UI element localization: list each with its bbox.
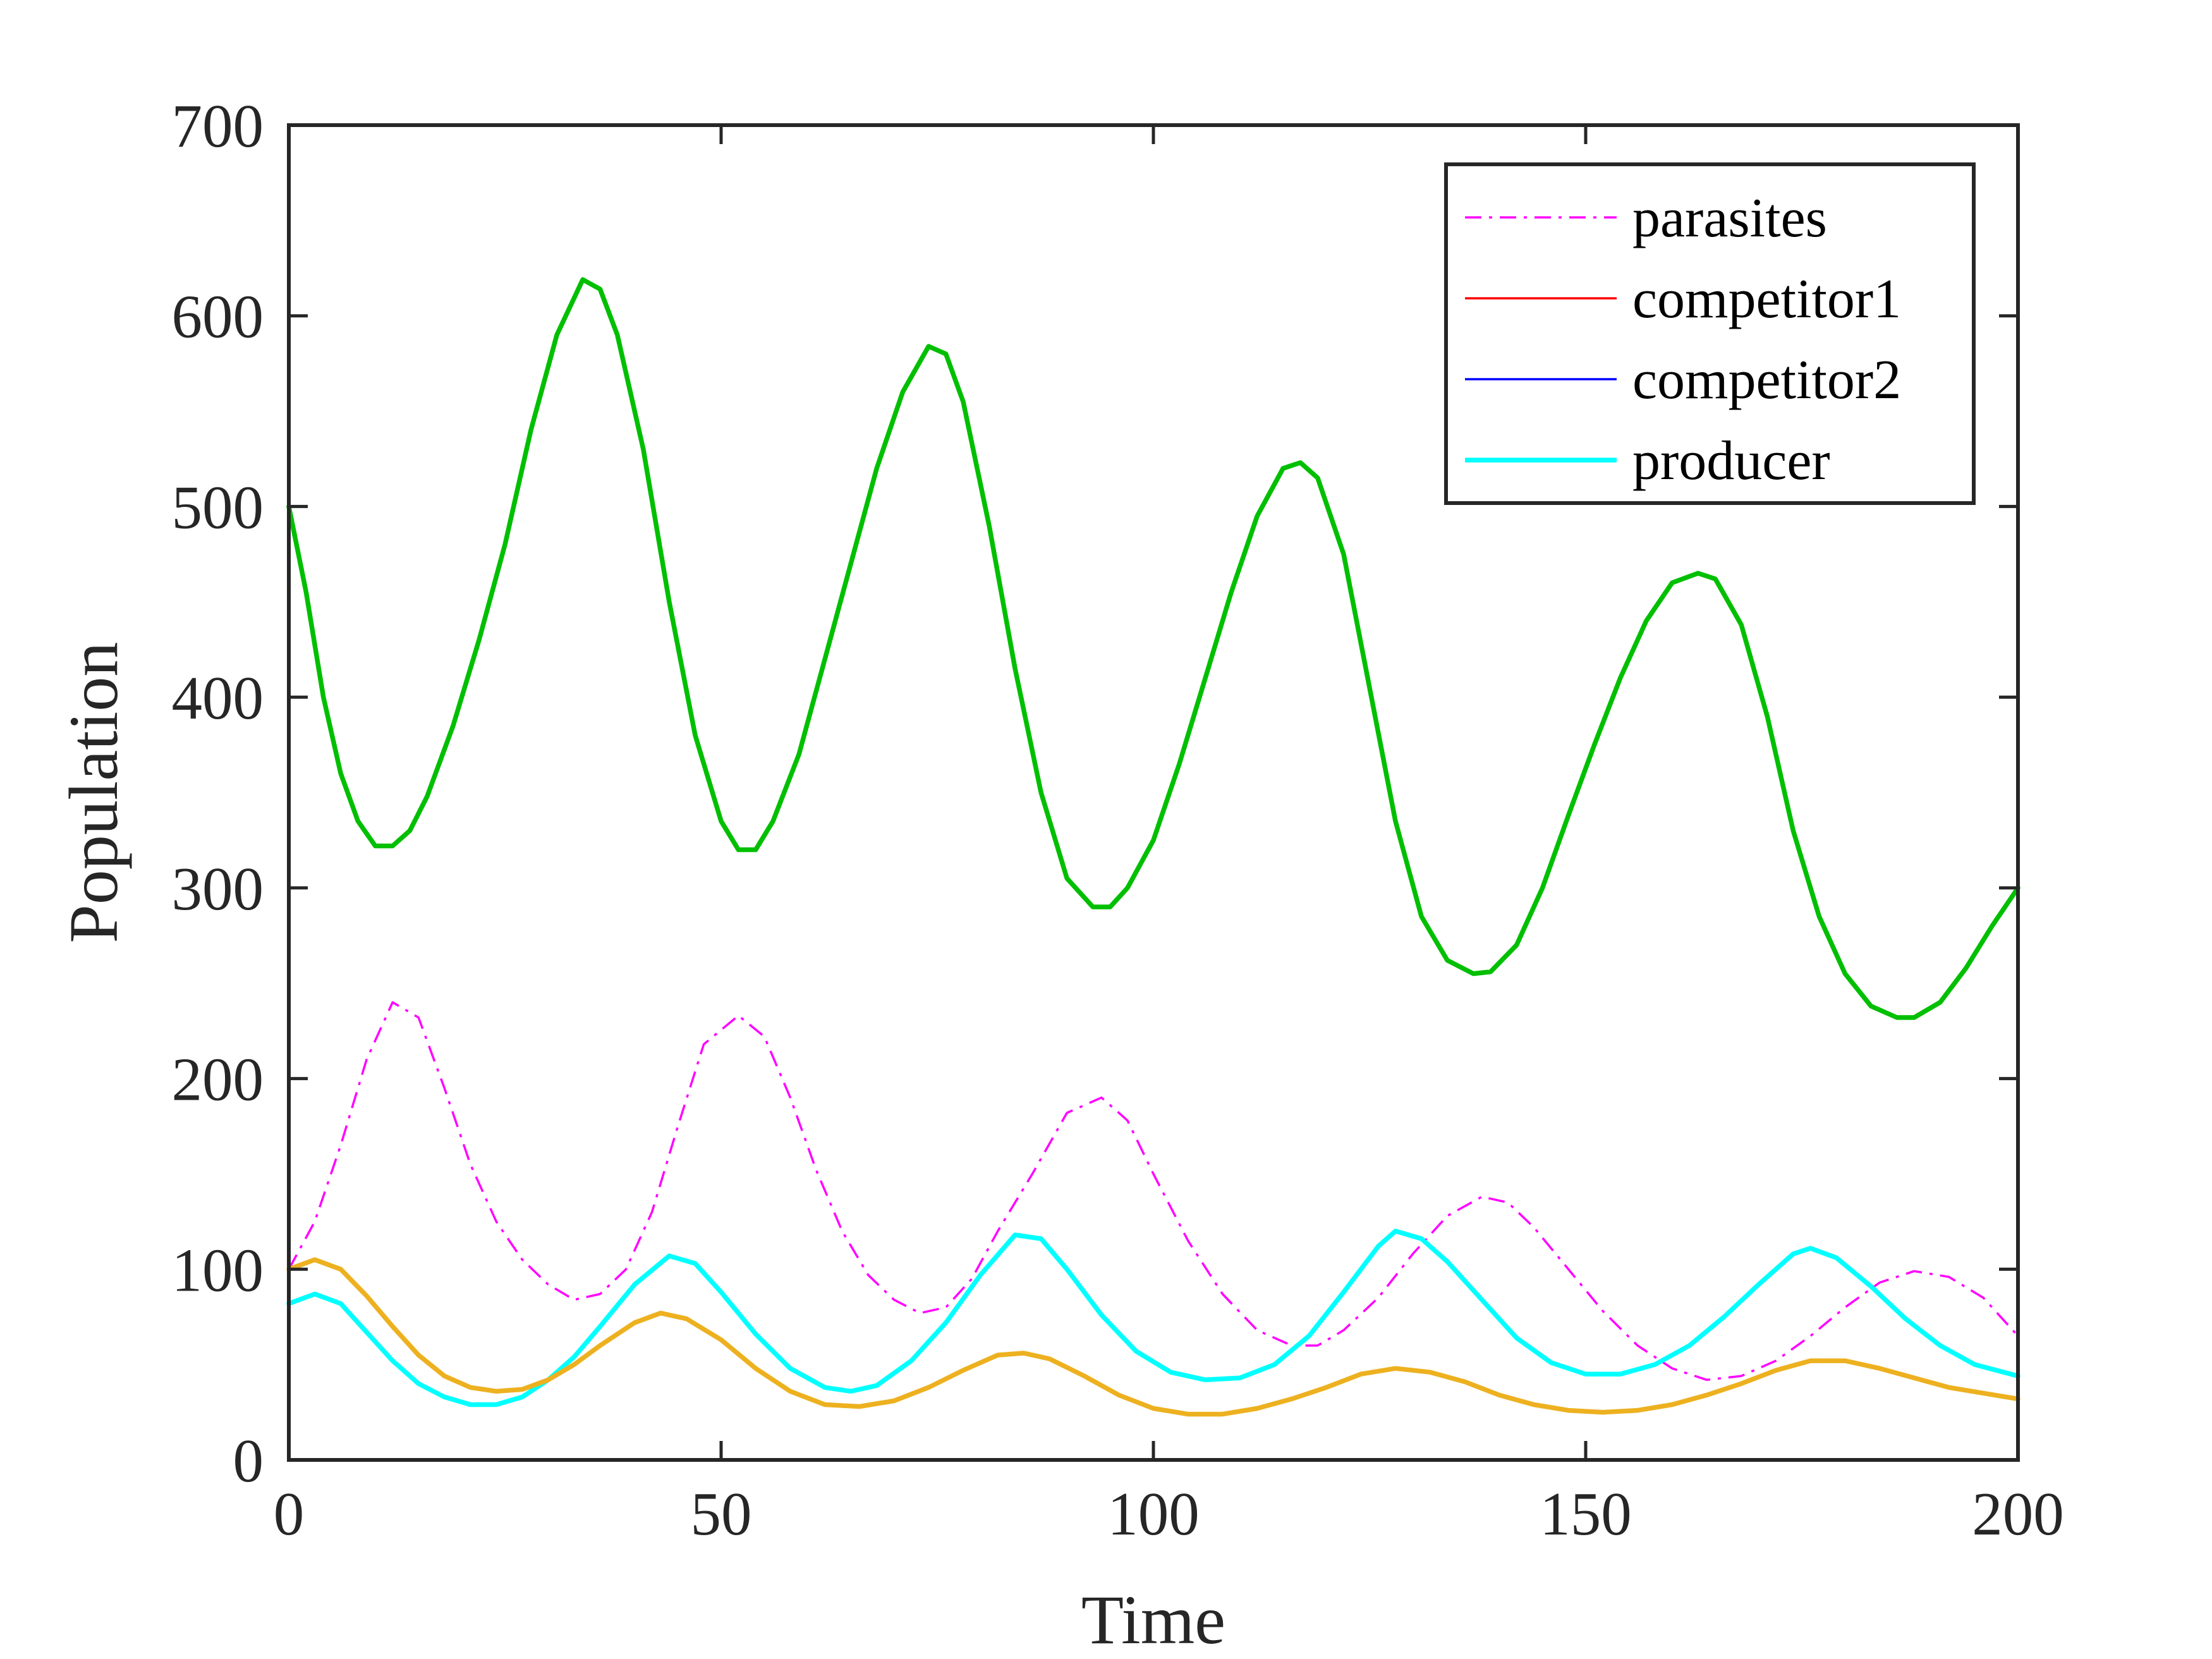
y-tick-label: 700 — [172, 92, 264, 160]
series-layer — [286, 277, 2021, 1417]
series-line-producer — [286, 1229, 2021, 1407]
y-tick-label: 600 — [172, 283, 264, 351]
y-tick-label: 200 — [172, 1046, 264, 1114]
x-tick-label: 150 — [1540, 1480, 1632, 1548]
series-line-unlabeled-5 — [286, 1257, 2021, 1417]
legend-box — [1444, 162, 1976, 505]
legend: parasites competitor1 competitor2 producer — [1444, 162, 1976, 505]
x-tick-label: 200 — [1972, 1480, 2064, 1548]
y-tick-label: 500 — [172, 473, 264, 541]
legend-label-producer: producer — [1632, 430, 1830, 492]
series-line-unlabeled-4 — [286, 277, 2021, 1020]
y-tick-label: 0 — [233, 1427, 264, 1495]
x-tick-label: 100 — [1107, 1480, 1200, 1548]
legend-label-competitor2: competitor2 — [1632, 349, 1901, 411]
ticks-layer: 0 50 100 150 200 0 100 200 300 400 500 600 700 — [172, 92, 2064, 1548]
x-axis-label: Time — [1081, 1581, 1225, 1658]
y-tick-label: 300 — [172, 855, 264, 923]
series-line-parasites — [288, 1001, 2019, 1382]
x-tick-label: 50 — [691, 1480, 752, 1548]
y-tick-label: 100 — [172, 1236, 264, 1304]
legend-label-parasites: parasites — [1632, 188, 1827, 249]
legend-label-competitor1: competitor1 — [1632, 269, 1901, 330]
y-axis-label: Population — [55, 642, 132, 944]
y-tick-label: 400 — [172, 664, 264, 732]
x-tick-label: 0 — [274, 1480, 305, 1548]
